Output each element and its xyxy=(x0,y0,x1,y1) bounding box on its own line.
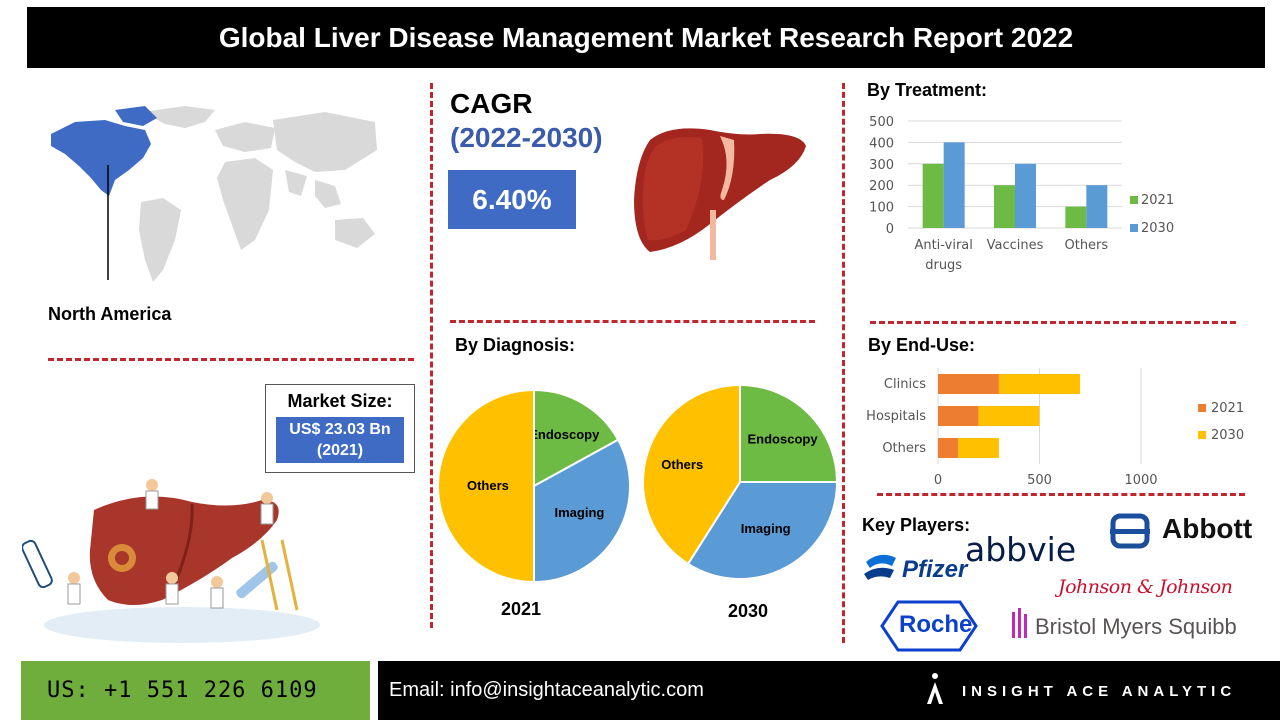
market-size-year: (2021) xyxy=(316,442,364,459)
divider-middle-h xyxy=(450,320,815,323)
enduse-bar-2030 xyxy=(958,438,999,458)
treatment-y-tick: 0 xyxy=(886,222,894,237)
region-label: North America xyxy=(48,304,172,324)
divider-left xyxy=(430,83,433,628)
bristol-myers-squibb-logo: Bristol Myers Squibb xyxy=(1008,608,1238,642)
treatment-legend-swatch xyxy=(1130,224,1138,232)
treatment-bar-2021 xyxy=(1065,206,1087,228)
cagr-period: (2022-2030) xyxy=(450,122,603,153)
treatment-y-tick: 200 xyxy=(869,179,894,194)
treatment-y-tick: 100 xyxy=(869,201,894,216)
roche-hexagon-icon xyxy=(880,600,978,652)
treatment-bar-2021 xyxy=(994,185,1015,228)
diagnosis-pie-2030: Endoscopy Imaging Others xyxy=(642,383,839,580)
enduse-y-tick: Others xyxy=(882,441,926,456)
market-size-box: Market Size: US$ 23.03 Bn (2021) xyxy=(265,384,415,473)
enduse-bar-2021 xyxy=(938,374,999,394)
enduse-legend-swatch xyxy=(1198,404,1206,412)
treatment-bar-2030 xyxy=(1015,163,1036,228)
end-use-title: By End-Use: xyxy=(868,335,976,355)
enduse-bar-2021 xyxy=(938,406,979,426)
market-size-amount: US$ 23.03 Bn xyxy=(289,421,391,438)
treatment-bar-2030 xyxy=(943,142,965,228)
treatment-x-tick: Vaccines xyxy=(987,238,1044,253)
treatment-x-tick: Others xyxy=(1064,238,1108,253)
enduse-y-tick: Clinics xyxy=(884,377,926,392)
roche-logo: Roche xyxy=(880,600,978,652)
divider-left-h xyxy=(48,358,414,361)
treatment-bar-2030 xyxy=(1086,185,1108,228)
report-title: Global Liver Disease Management Market R… xyxy=(27,7,1265,68)
bms-icon xyxy=(1012,608,1027,638)
pie-label-imaging: Imaging xyxy=(555,505,605,520)
pfizer-icon xyxy=(864,554,896,580)
treatment-legend-swatch xyxy=(1130,196,1138,204)
diagnosis-pie-2021: Endoscopy Imaging Others xyxy=(437,388,631,584)
liver-clinic-illustration-icon xyxy=(22,479,320,643)
divider-right-h1 xyxy=(870,321,1236,324)
abbvie-logo: abbvie xyxy=(965,530,1077,569)
enduse-legend-label: 2030 xyxy=(1211,428,1244,443)
treatment-y-tick: 400 xyxy=(869,136,894,151)
enduse-x-tick: 0 xyxy=(934,473,942,488)
cagr-value: 6.40% xyxy=(448,170,576,229)
enduse-y-tick: Hospitals xyxy=(866,409,926,424)
pie-label-endoscopy: Endoscopy xyxy=(529,427,600,442)
treatment-legend-label: 2021 xyxy=(1141,193,1174,208)
treatment-y-tick: 500 xyxy=(869,115,894,130)
pie-slice-endoscopy xyxy=(739,383,839,483)
pfizer-logo: Pfizer xyxy=(862,550,967,590)
world-map-icon xyxy=(51,106,377,282)
abbott-logo: Abbott xyxy=(1110,513,1260,549)
enduse-bar-2021 xyxy=(938,438,959,458)
treatment-x-tick: Anti-viral xyxy=(914,238,972,253)
insight-ace-logo-icon xyxy=(927,673,943,704)
pie-slice-imaging xyxy=(533,438,631,584)
treatment-legend-label: 2030 xyxy=(1141,221,1174,236)
enduse-bar-2030 xyxy=(978,406,1040,426)
treatment-bar-2021 xyxy=(922,163,944,228)
bms-wordmark: Bristol Myers Squibb xyxy=(1035,614,1237,639)
pie-year-2030: 2030 xyxy=(728,601,769,621)
enduse-legend-label: 2021 xyxy=(1211,401,1244,416)
enduse-bar-2030 xyxy=(998,374,1081,394)
enduse-x-tick: 500 xyxy=(1027,473,1052,488)
cagr-label: CAGR xyxy=(450,88,533,119)
market-size-title: Market Size: xyxy=(287,391,393,411)
enduse-x-tick: 1000 xyxy=(1124,473,1157,488)
johnson-johnson-logo: Johnson & Johnson xyxy=(1058,576,1233,598)
market-size-value: US$ 23.03 Bn (2021) xyxy=(276,417,404,463)
pie-label-others: Others xyxy=(661,457,703,472)
abbott-icon xyxy=(1110,513,1150,549)
liver-icon xyxy=(634,128,806,260)
pie-year-2021: 2021 xyxy=(501,599,542,619)
pie-slice-others xyxy=(437,388,535,584)
pie-slice-endoscopy xyxy=(533,388,620,488)
pie-label-others: Others xyxy=(467,478,509,493)
end-use-chart: 0 500 1000 Clinics Hospitals Others 2021 2030 xyxy=(866,368,1244,488)
footer-phone: US: +1 551 226 6109 xyxy=(21,661,370,720)
pie-slice-others xyxy=(642,383,741,566)
treatment-y-tick: 300 xyxy=(869,158,894,173)
footer-brand: INSIGHT ACE ANALYTIC xyxy=(962,683,1237,700)
pfizer-wordmark: Pfizer xyxy=(902,556,968,583)
pie-label-imaging: Imaging xyxy=(741,521,791,536)
footer-email: Email: info@insightaceanalytic.com xyxy=(378,661,1280,720)
pie-label-endoscopy: Endoscopy xyxy=(747,431,818,446)
abbott-wordmark: Abbott xyxy=(1162,513,1253,544)
treatment-title: By Treatment: xyxy=(867,80,988,100)
enduse-legend-swatch xyxy=(1198,431,1206,439)
roche-wordmark: Roche xyxy=(899,611,973,638)
key-players-title: Key Players: xyxy=(862,515,971,535)
divider-right xyxy=(842,83,845,643)
diagnosis-title: By Diagnosis: xyxy=(455,335,576,355)
treatment-x-tick: drugs xyxy=(925,258,962,273)
treatment-chart: 0 100 200 300 400 500 Anti-viral drugs Vaccines O… xyxy=(869,115,1174,273)
divider-right-h2 xyxy=(877,493,1245,496)
